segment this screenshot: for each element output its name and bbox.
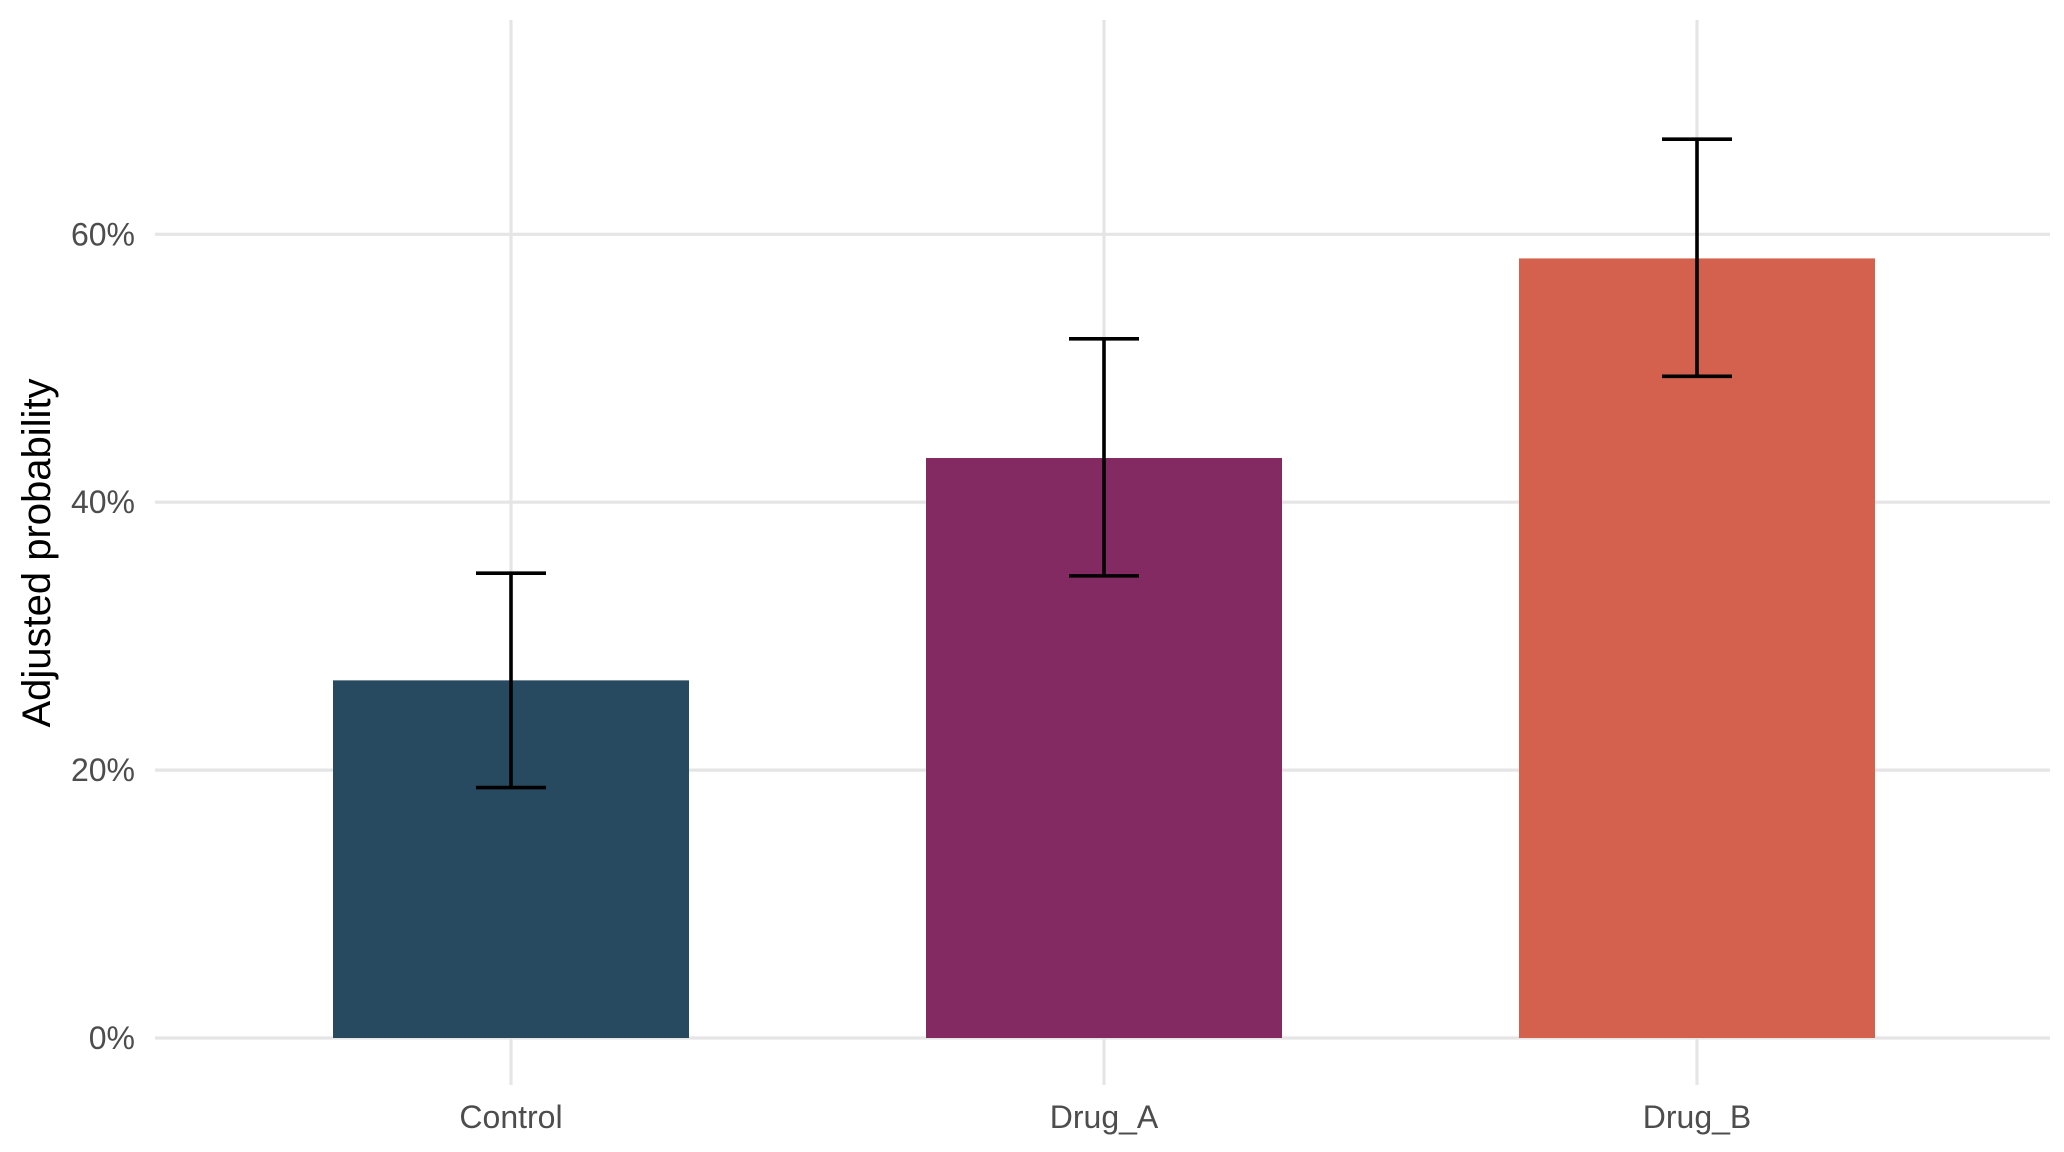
y-tick-label: 60% [71, 216, 135, 252]
y-axis-title: Adjusted probability [15, 378, 59, 727]
y-tick-label: 0% [89, 1020, 135, 1056]
bar-drug-b [1519, 258, 1875, 1038]
error-bars [476, 137, 1732, 790]
error-bar [1069, 336, 1139, 578]
x-tick-label: Control [459, 1099, 562, 1135]
x-tick-labels: Control Drug_A Drug_B [459, 1099, 1751, 1135]
x-tick-label: Drug_A [1050, 1099, 1159, 1135]
x-tick-label: Drug_B [1643, 1099, 1752, 1135]
y-tick-label: 20% [71, 752, 135, 788]
y-tick-labels: 0% 20% 40% 60% [71, 216, 135, 1056]
error-bar [476, 571, 546, 790]
error-bar [1662, 137, 1732, 379]
y-tick-label: 40% [71, 484, 135, 520]
